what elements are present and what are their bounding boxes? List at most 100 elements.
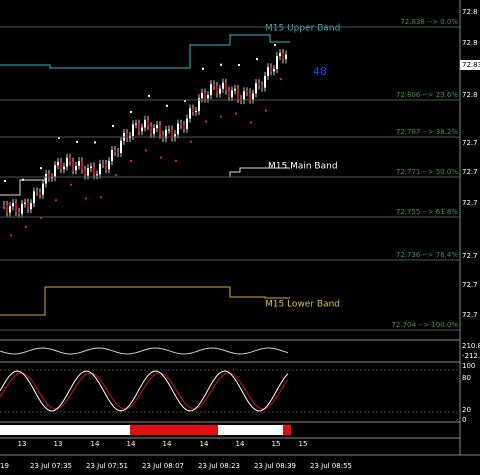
dot (85, 197, 87, 200)
stoch-label: 0 (462, 416, 466, 424)
candle (75, 165, 77, 171)
candle (78, 161, 80, 166)
cci-label: 210.8 (462, 342, 480, 350)
price-label: 72.7 (462, 311, 478, 319)
candle (21, 203, 23, 214)
fib-label: 72.704 --> 100.0% (391, 321, 458, 329)
candle (246, 91, 248, 93)
candles (3, 43, 287, 237)
candle (24, 202, 26, 204)
dot (220, 63, 222, 66)
dot (235, 112, 237, 115)
dot (25, 225, 27, 228)
candle (42, 183, 44, 195)
price-label: 72.7 (462, 252, 478, 260)
marker: 48 (313, 65, 327, 78)
candle (81, 161, 83, 170)
candle (51, 177, 53, 179)
bar-count: 13 (18, 440, 27, 448)
candle (96, 174, 98, 176)
candle (69, 157, 71, 162)
candle (207, 95, 209, 99)
signal-bar (0, 425, 130, 435)
dot (184, 99, 186, 102)
dot (220, 115, 222, 118)
time-label: 23 Jul 08:55 (310, 462, 352, 470)
candle (180, 123, 182, 125)
candle (189, 108, 191, 119)
candle (48, 173, 50, 178)
stoch-signal (0, 372, 289, 410)
dot (175, 159, 177, 162)
band-label: M15 Lower Band (265, 300, 340, 310)
time-label: 23 Jul 08:07 (142, 462, 184, 470)
candle (30, 203, 32, 210)
lower-band (0, 286, 290, 316)
candle (210, 84, 212, 96)
dot (274, 43, 276, 46)
dot (202, 67, 204, 70)
candle (132, 124, 134, 136)
candle (144, 119, 146, 128)
candle (186, 118, 188, 129)
bar-count: 14 (163, 440, 172, 448)
candle (273, 68, 275, 72)
candle (12, 203, 14, 207)
candle (84, 169, 86, 176)
candle (102, 163, 104, 165)
stoch-main (0, 370, 289, 412)
candle (213, 84, 215, 87)
candle (111, 149, 113, 162)
candle (177, 123, 179, 135)
candle (258, 83, 260, 86)
dot (166, 104, 168, 107)
candle (72, 161, 74, 171)
dot (10, 234, 12, 237)
candle (222, 82, 224, 89)
candle (201, 92, 203, 99)
candle (126, 133, 128, 138)
upper-band (0, 34, 290, 69)
candle (183, 124, 185, 129)
candle (15, 203, 17, 213)
candle (255, 83, 257, 94)
price-label: 72.7 (462, 168, 478, 176)
dot (130, 159, 132, 162)
candle (45, 173, 47, 184)
price-label: 72.7 (462, 139, 478, 147)
bar-count: 14 (127, 440, 136, 448)
candle (90, 166, 92, 169)
candle (285, 54, 287, 60)
candle (267, 67, 269, 76)
fib-label: 72.787 --> 38.2% (396, 128, 458, 136)
candle (252, 93, 254, 100)
candle (168, 129, 170, 131)
candle (54, 165, 56, 178)
bar-count: 13 (54, 440, 63, 448)
candle (135, 123, 137, 125)
candle (153, 128, 155, 134)
time-label: 23 Jul 07:51 (86, 462, 128, 470)
stoch-label: 20 (462, 406, 471, 414)
candle (243, 91, 245, 101)
time-label: 23 Jul 08:23 (198, 462, 240, 470)
candle (171, 129, 173, 138)
candle (204, 92, 206, 99)
cci-line (0, 347, 289, 355)
dot (70, 183, 72, 186)
candle (93, 166, 95, 176)
dot (40, 216, 42, 219)
dot (265, 109, 267, 112)
dot (238, 63, 240, 66)
signal-bar (218, 425, 283, 435)
candle (150, 126, 152, 134)
dot (40, 167, 42, 170)
candle (225, 82, 227, 91)
dot (148, 94, 150, 97)
price-label: 72.7 (462, 199, 478, 207)
price-box (460, 60, 480, 70)
dot (22, 178, 24, 181)
fib-label: 72.806 --> 23.6% (396, 91, 458, 99)
fib-label: 72.838 --> 0.0% (400, 18, 458, 26)
